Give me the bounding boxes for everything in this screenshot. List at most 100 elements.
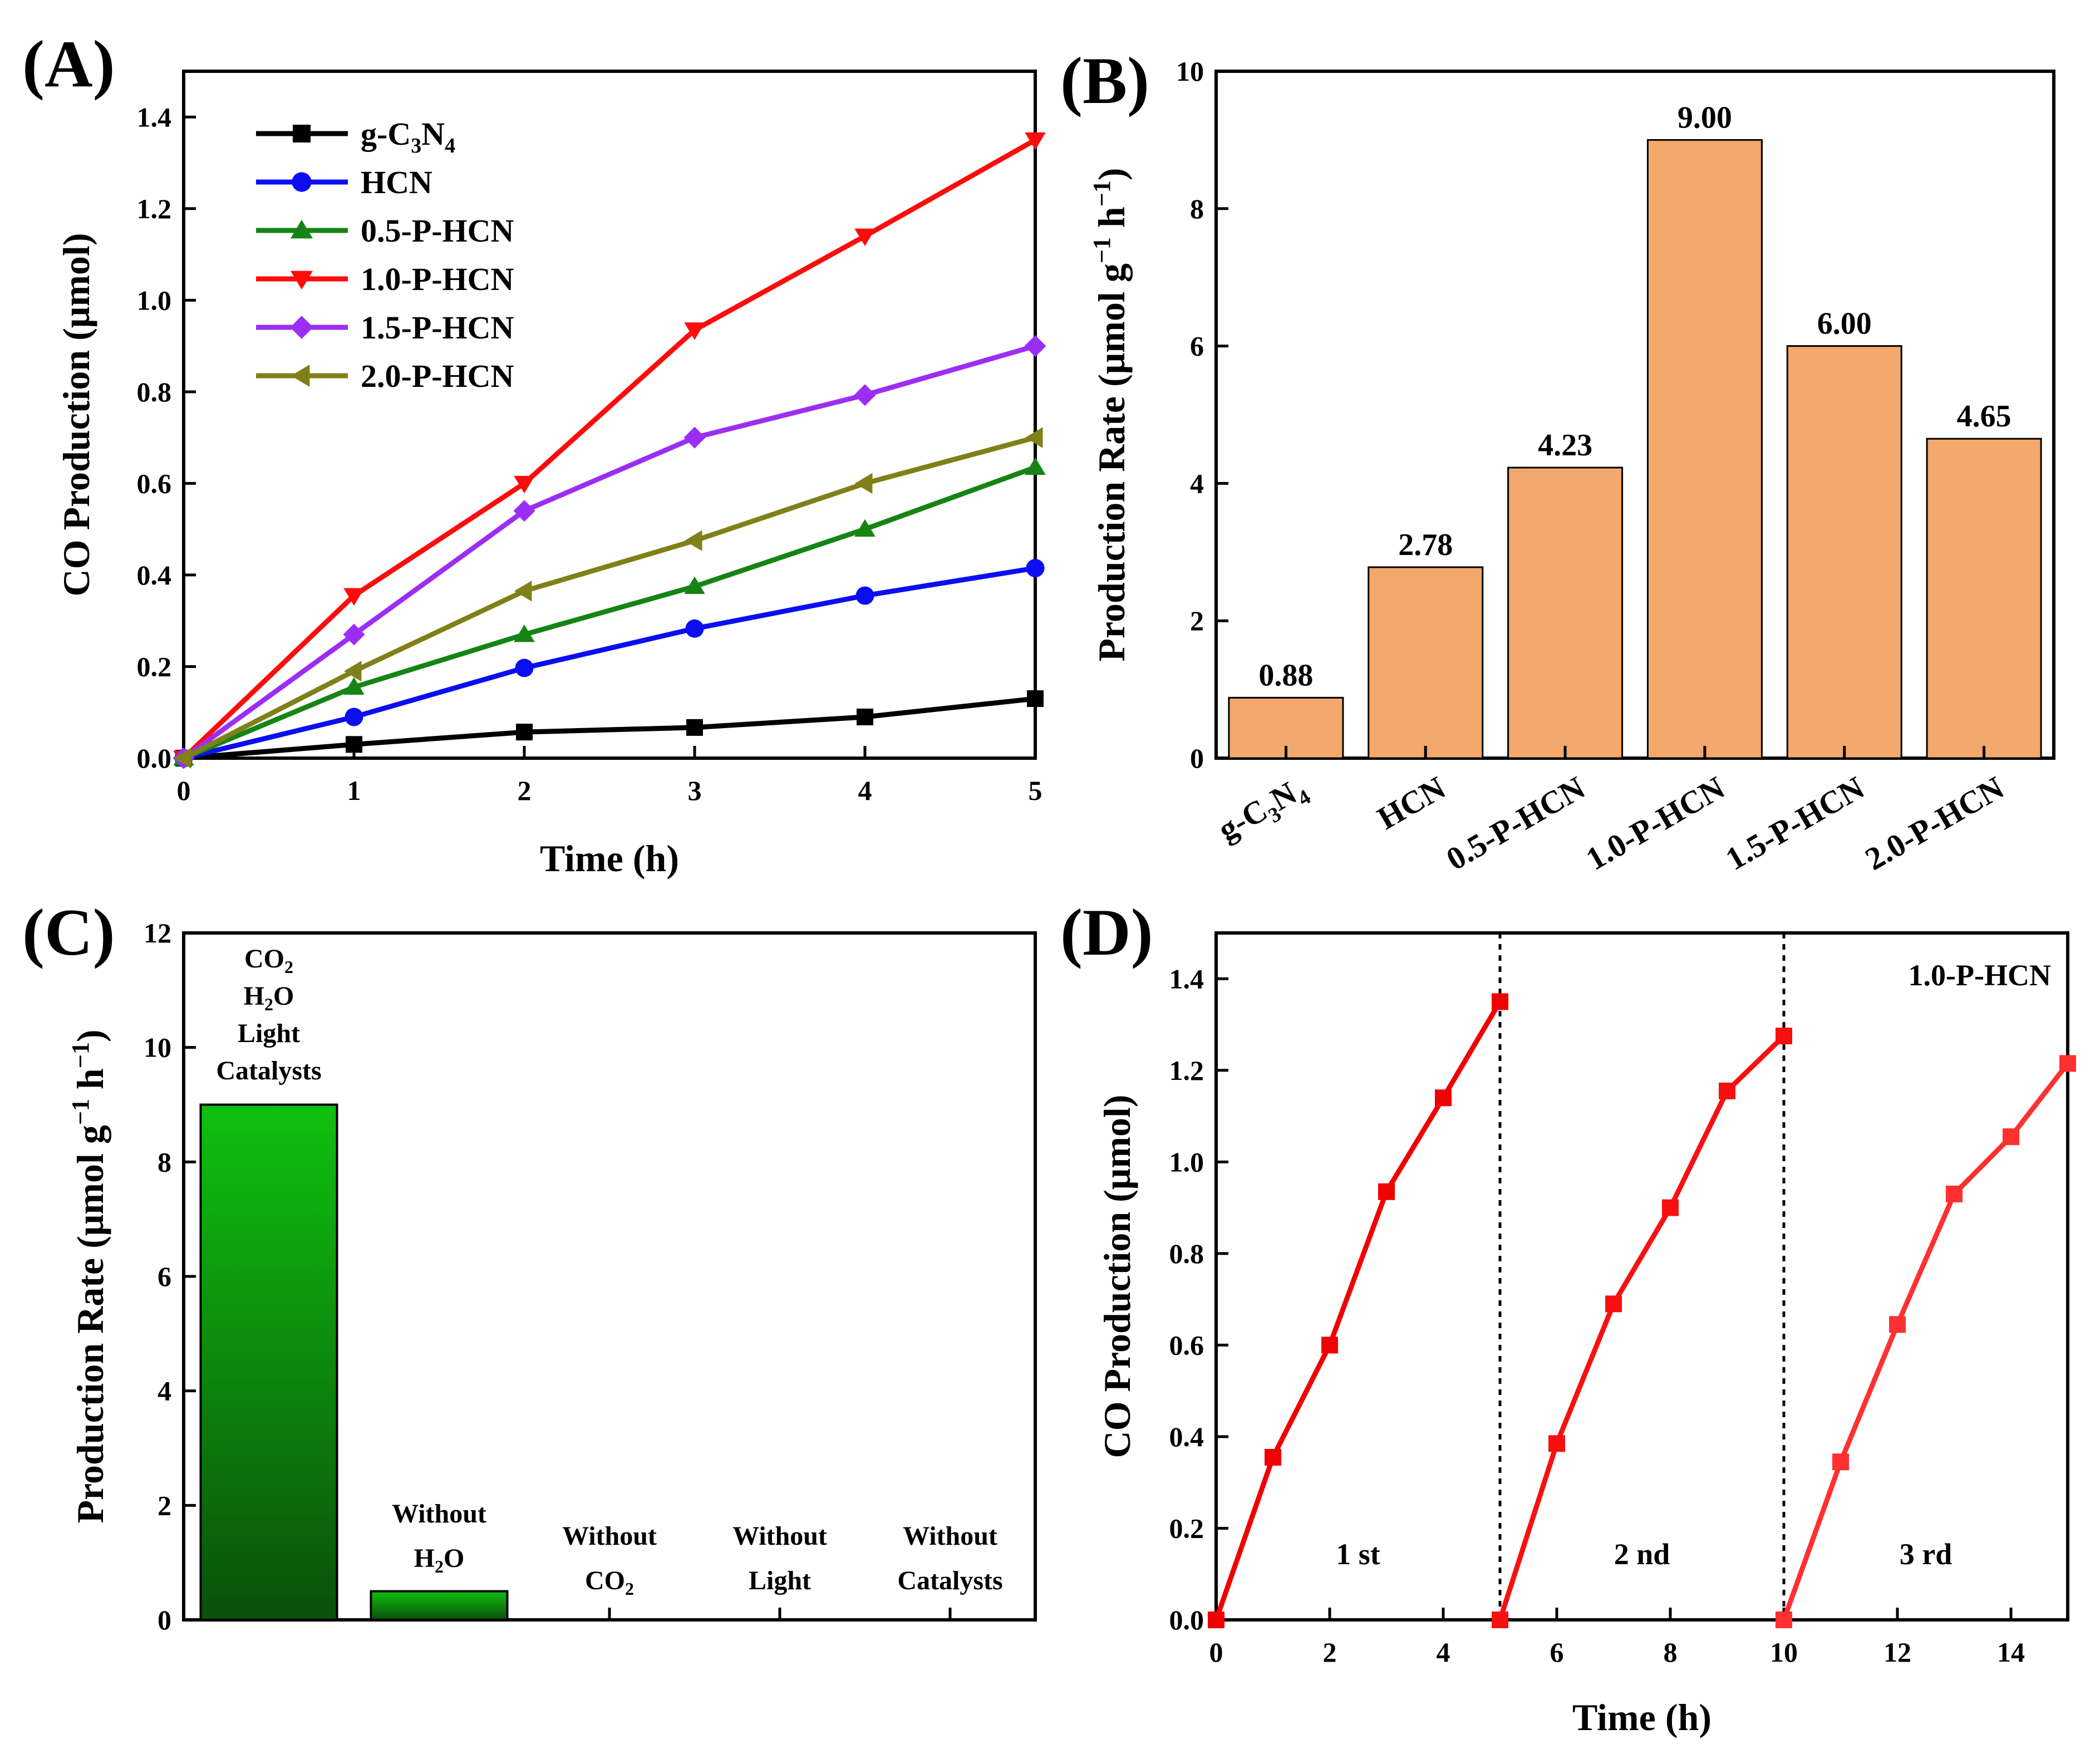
data-point [684,576,705,594]
y-tick-label: 0.4 [137,559,172,591]
data-point [514,475,535,494]
y-tick-label: 6 [1190,331,1204,362]
panel-label-b: (B) [1060,43,1149,117]
y-tick-label: 6 [158,1261,171,1292]
data-point [513,500,535,522]
data-point [683,426,706,449]
y-tick-label: 0 [1190,743,1204,774]
series-line-2.0-P-HCN [182,435,1036,761]
legend-marker [291,271,313,290]
category-label: g-C3N4 [1212,769,1315,853]
y-tick-label: 0.2 [1169,1512,1204,1544]
annotation-without: Without [903,1521,997,1551]
y-tick-label: 1.0 [137,284,172,316]
data-point [1889,1316,1906,1333]
legend-marker [292,172,312,192]
y-tick-label: 2 [158,1490,171,1521]
annotation-catalysts: Catalysts [216,1056,321,1085]
data-point [1026,559,1045,578]
bar-1.0-P-HCN [1646,139,1763,759]
data-point [854,519,876,537]
value-label: 4.23 [1538,428,1592,463]
data-point [1548,1435,1565,1452]
data-point [855,586,874,605]
data-point [685,530,702,551]
series-line-cycle 1 [1213,1000,1502,1621]
y-tick-label: 1.2 [137,193,172,224]
category-label: 1.5-P-HCN [1719,769,1870,877]
data-point [1025,132,1046,150]
data-point [343,588,365,606]
y-tick-label: 2 [1190,605,1204,636]
data-point [1024,335,1046,357]
category-label: HCN [1371,769,1452,837]
data-point [1321,1337,1338,1354]
data-point [343,677,365,695]
data-point [686,719,703,736]
y-tick-label: 0.8 [137,376,172,407]
data-point [1027,690,1044,708]
data-point [343,623,365,646]
x-tick-label: 4 [858,775,872,806]
legend-marker [293,125,311,143]
data-point [2003,1128,2019,1146]
y-tick-label: 0.4 [1169,1421,1204,1452]
y-tick-label: 10 [1176,56,1204,87]
x-tick-label: 3 [688,775,702,806]
cycle-label: 1 st [1336,1537,1380,1571]
value-label: 0.88 [1258,658,1313,692]
y-tick-label: 1.2 [1169,1055,1204,1086]
legend-label: 1.5-P-HCN [361,309,514,346]
y-axis-label: Production Rate (μmol g−1 h−1) [1088,168,1133,662]
value-label: 6.00 [1817,307,1872,341]
y-tick-label: 1.4 [1169,963,1204,994]
legend-label: g-C3N4 [361,116,455,158]
annotation-catalysts: Catalysts [897,1566,1002,1595]
sample-label: 1.0-P-HCN [1909,959,2051,992]
data-point [854,228,876,247]
x-tick-label: 2 [518,775,532,806]
data-point [1025,427,1043,448]
data-point [1378,1183,1395,1200]
bar-1.5-P-HCN [1786,345,1902,759]
annotation-without: Without [732,1521,827,1551]
data-point [514,580,532,602]
x-tick-label: 2 [1323,1637,1337,1668]
series-line-HCN [183,566,1036,761]
y-axis-label: CO Production (μmol) [55,233,97,596]
data-point [2059,1055,2076,1072]
value-label: 2.78 [1398,528,1453,562]
x-tick-label: 5 [1029,775,1042,806]
data-point [1719,1082,1735,1099]
x-axis-label: Time (h) [540,837,679,880]
x-tick-label: 6 [1550,1637,1564,1668]
data-point [684,322,705,340]
data-point [346,736,362,753]
value-label: 4.65 [1957,399,2012,434]
x-tick-label: 8 [1664,1637,1678,1668]
data-point [857,708,873,725]
y-tick-label: 1.0 [1169,1146,1204,1177]
data-point [1776,1612,1792,1628]
data-point [1025,457,1046,475]
data-point [855,473,873,494]
legend-label: 1.0-P-HCN [361,261,514,297]
y-axis-label: CO Production (μmol) [1096,1094,1138,1458]
panel-label-c: (C) [22,895,115,969]
data-point [514,624,535,642]
bar-0.5-P-HCN [1507,466,1624,759]
y-tick-label: 8 [1190,193,1204,224]
y-tick-label: 12 [144,917,171,949]
x-tick-label: 0 [1209,1637,1223,1668]
series-line-1.0-P-HCN [181,137,1037,760]
legend-marker [290,316,313,339]
data-point [1492,993,1508,1010]
panel-b-frame [1214,70,2055,760]
panel-label-d: (D) [1060,895,1153,969]
bar-Without H2O [370,1590,509,1621]
legend-marker [291,365,310,387]
x-tick-label: 4 [1437,1637,1450,1668]
y-tick-label: 8 [158,1146,171,1177]
y-tick-label: 0.8 [1169,1238,1204,1269]
annotation-light: Light [238,1019,300,1048]
